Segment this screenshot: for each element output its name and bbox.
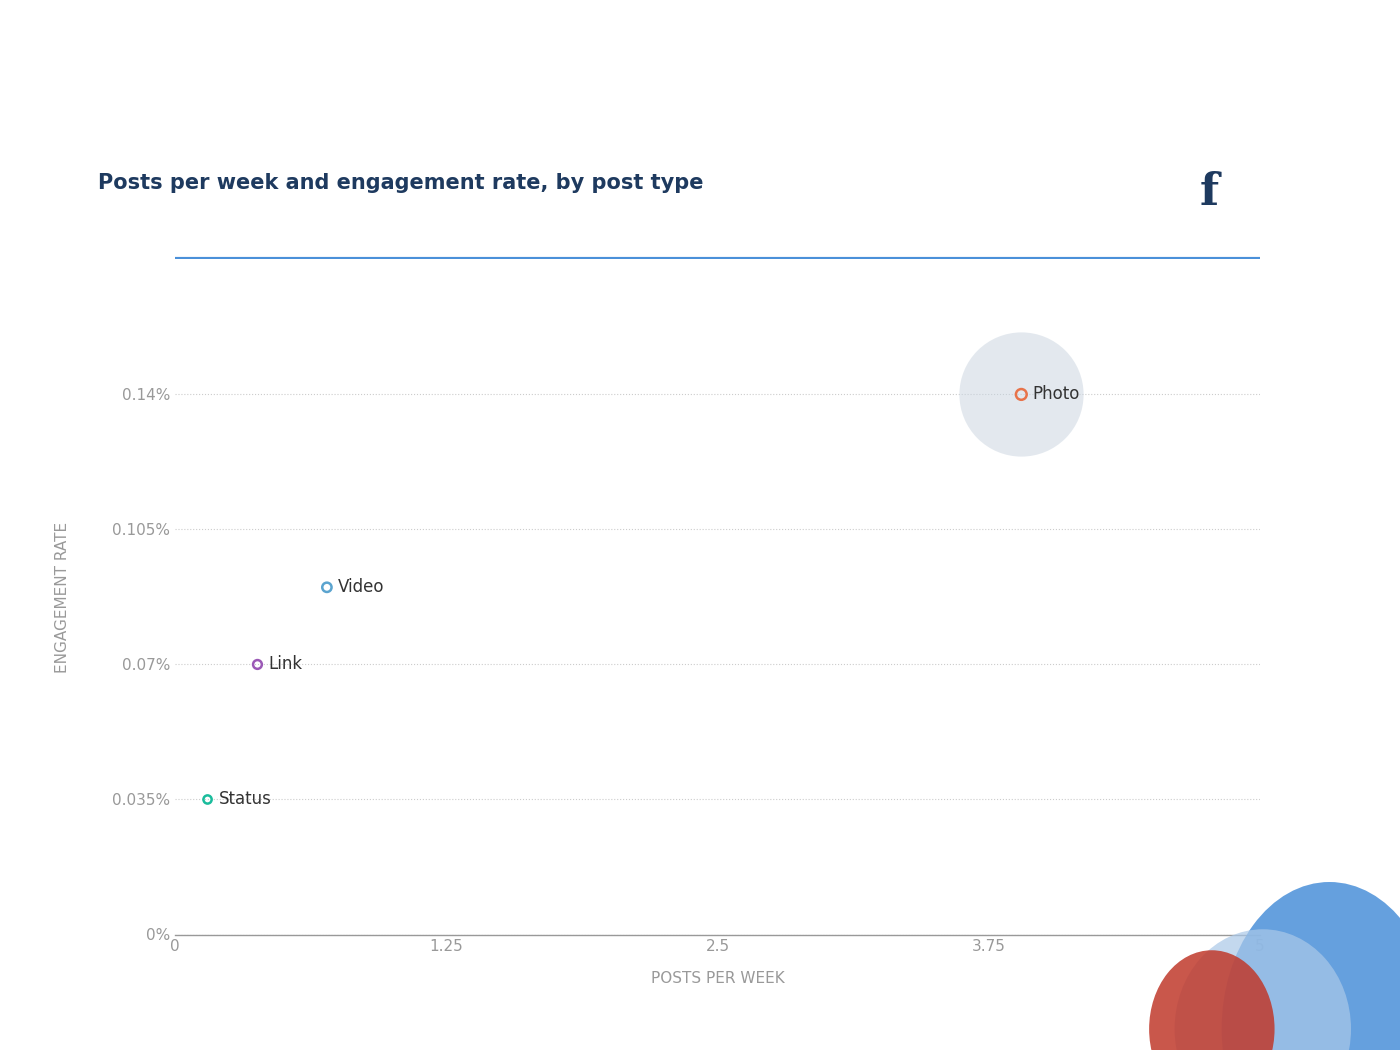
Text: Posts per week and engagement rate, by post type: Posts per week and engagement rate, by p… xyxy=(98,173,703,193)
Text: IQ: IQ xyxy=(48,1015,71,1034)
Point xyxy=(246,656,269,673)
FancyBboxPatch shape xyxy=(1166,141,1252,245)
Point xyxy=(1009,386,1032,403)
Point xyxy=(315,579,339,595)
X-axis label: POSTS PER WEEK: POSTS PER WEEK xyxy=(651,971,784,986)
Y-axis label: ENGAGEMENT RATE: ENGAGEMENT RATE xyxy=(56,522,70,672)
Text: Photo: Photo xyxy=(1032,385,1079,403)
Text: Video: Video xyxy=(337,579,384,596)
Text: Link: Link xyxy=(269,655,302,673)
Ellipse shape xyxy=(1222,882,1400,1050)
Text: HOTELS & RESORTS: HOTELS & RESORTS xyxy=(230,159,476,178)
Point xyxy=(1009,386,1032,403)
Text: f: f xyxy=(1200,171,1218,214)
Ellipse shape xyxy=(1175,929,1351,1050)
Point xyxy=(196,791,218,807)
Ellipse shape xyxy=(1149,950,1274,1050)
Text: Status: Status xyxy=(218,791,272,808)
Text: Rival: Rival xyxy=(36,986,83,1004)
Text: FACEBOOK ENGAGEMENT: FACEBOOK ENGAGEMENT xyxy=(230,196,903,248)
